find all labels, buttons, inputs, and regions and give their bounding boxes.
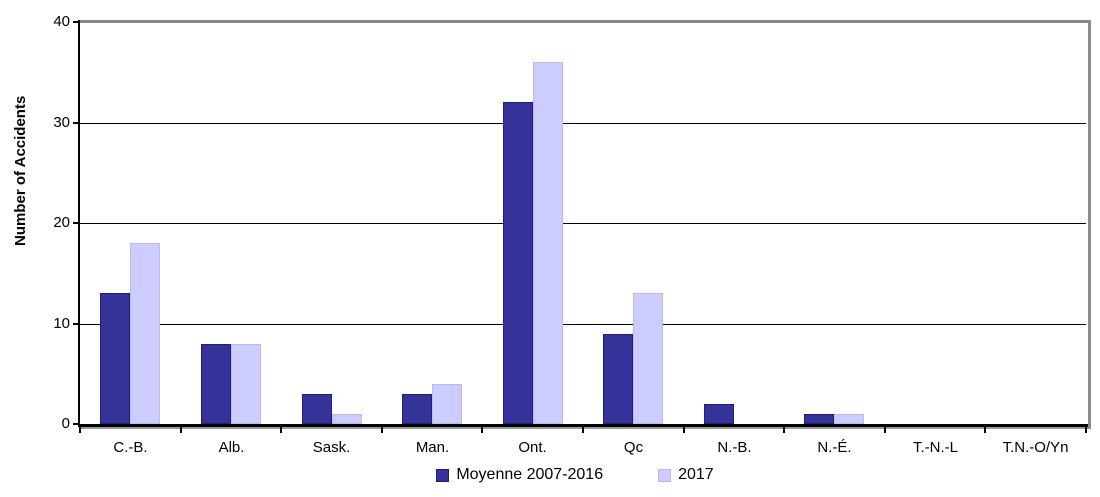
bar-moyenne-2007-2016-n- [804, 414, 834, 424]
x-axis-tick-2 [280, 427, 282, 433]
x-axis-tick-9 [984, 427, 986, 433]
category-label-n-: N.-É. [817, 439, 852, 456]
category-label-c-b-: C.-B. [113, 439, 148, 456]
x-axis-tick-6 [683, 427, 685, 433]
gridline-20 [80, 223, 1086, 224]
x-axis-tick-8 [884, 427, 886, 433]
plot-border-right [1088, 20, 1091, 429]
bar-2017-man- [432, 384, 462, 424]
category-label-ont-: Ont. [518, 439, 547, 456]
y-axis-label-10: 10 [53, 315, 70, 332]
y-axis-title: Number of Accidents [12, 95, 29, 246]
legend-swatch-moyenne [436, 468, 450, 482]
category-label-t-n-l: T.-N.-L [913, 439, 958, 456]
legend-label-2017: 2017 [678, 466, 714, 483]
category-label-man-: Man. [415, 439, 450, 456]
bar-2017-alb- [231, 344, 261, 424]
bar-2017-qc [633, 293, 663, 424]
bar-moyenne-2007-2016-qc [603, 334, 633, 424]
x-axis-line [78, 424, 1088, 427]
x-axis-tick-0 [79, 427, 81, 433]
y-axis-tick-40 [73, 21, 80, 23]
y-axis-label-30: 30 [53, 114, 70, 131]
plot-border-bottom [80, 427, 1088, 429]
legend-item-2017: 2017 [658, 466, 714, 484]
category-label-qc: Qc [623, 439, 644, 456]
x-axis-tick-7 [783, 427, 785, 433]
y-axis-tick-30 [73, 122, 80, 124]
legend-swatch-2017 [658, 468, 672, 482]
bar-2017-n- [834, 414, 864, 424]
legend-item-moyenne: Moyenne 2007-2016 [436, 466, 603, 484]
x-axis-tick-4 [481, 427, 483, 433]
x-axis-tick-1 [180, 427, 182, 433]
y-axis-tick-20 [73, 222, 80, 224]
bar-moyenne-2007-2016-c-b- [100, 293, 130, 424]
category-label-sask-: Sask. [312, 439, 351, 456]
category-label-t-n-o-yn: T.N.-O/Yn [1002, 439, 1069, 456]
bar-moyenne-2007-2016-ont- [503, 102, 533, 424]
legend-label-moyenne: Moyenne 2007-2016 [456, 466, 604, 483]
x-axis-tick-5 [582, 427, 584, 433]
y-axis-label-40: 40 [53, 13, 70, 30]
category-label-n-b-: N.-B. [717, 439, 752, 456]
bar-2017-c-b- [130, 243, 160, 424]
y-axis-tick-10 [73, 323, 80, 325]
legend: Moyenne 2007-2016 2017 [80, 466, 1070, 484]
bar-2017-sask- [332, 414, 362, 424]
bar-2017-ont- [533, 62, 563, 424]
bar-moyenne-2007-2016-sask- [302, 394, 332, 424]
x-axis-tick-3 [381, 427, 383, 433]
x-axis-tick-10 [1085, 427, 1087, 433]
gridline-10 [80, 324, 1086, 325]
y-axis-label-0: 0 [61, 415, 70, 432]
gridline-30 [80, 123, 1086, 124]
category-label-alb-: Alb. [218, 439, 245, 456]
y-axis-label-20: 20 [53, 214, 70, 231]
plot-area [80, 22, 1086, 424]
bar-moyenne-2007-2016-alb- [201, 344, 231, 424]
bar-moyenne-2007-2016-n-b- [704, 404, 734, 424]
y-axis-tick-0 [73, 423, 80, 425]
plot-border-top [80, 20, 1091, 23]
bar-moyenne-2007-2016-man- [402, 394, 432, 424]
